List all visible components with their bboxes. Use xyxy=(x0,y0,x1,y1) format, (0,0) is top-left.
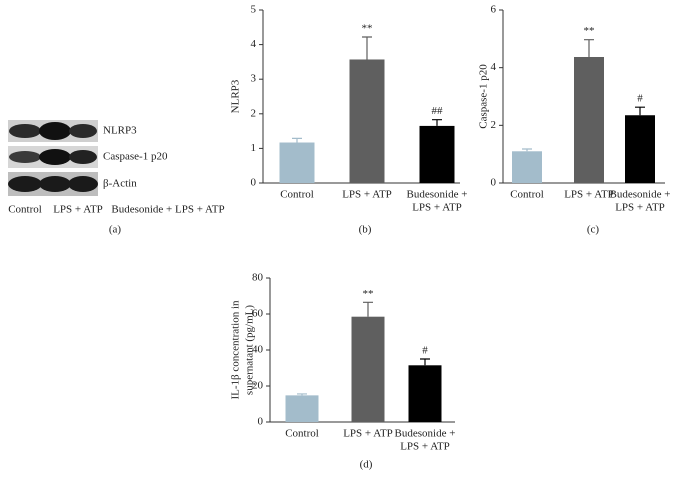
y-tick-label: 0 xyxy=(491,177,497,189)
y-tick-label: 3 xyxy=(251,73,257,85)
error-bar xyxy=(420,358,430,366)
error-bar xyxy=(297,393,307,396)
bar xyxy=(285,395,319,422)
panel-caption: (b) xyxy=(359,224,372,236)
error-bar xyxy=(362,36,372,60)
blot-row-label: NLRP3 xyxy=(103,125,137,137)
x-tick-label: Control xyxy=(285,428,319,440)
blot-band xyxy=(69,124,97,138)
y-tick-label: 1 xyxy=(251,142,257,154)
panel-caption: (d) xyxy=(360,459,373,471)
x-tick-label: LPS + ATP xyxy=(400,441,450,453)
blot-band xyxy=(9,151,41,163)
x-tick-label: LPS + ATP xyxy=(412,202,462,214)
x-tick-label: Control xyxy=(510,189,544,201)
blot-band xyxy=(8,176,42,192)
blot-band xyxy=(39,149,71,165)
error-bar xyxy=(584,39,594,57)
y-axis-label: IL-1β concentration in xyxy=(230,300,242,400)
significance-label: # xyxy=(637,93,643,105)
y-tick-label: 2 xyxy=(491,119,497,131)
y-axis-label: Caspase-1 p20 xyxy=(478,64,490,129)
y-tick-label: 4 xyxy=(251,38,257,50)
error-bar xyxy=(432,119,442,126)
significance-label: ## xyxy=(432,105,444,117)
blot-band xyxy=(39,122,71,140)
y-tick-label: 40 xyxy=(252,344,264,356)
bar xyxy=(349,59,385,184)
error-bar xyxy=(292,137,302,143)
bar xyxy=(279,142,315,183)
bar xyxy=(512,151,542,183)
significance-label: # xyxy=(422,345,428,357)
y-tick-label: 60 xyxy=(252,308,264,320)
y-tick-label: 80 xyxy=(252,272,264,284)
bar xyxy=(351,316,385,422)
x-tick-label: LPS + ATP xyxy=(564,189,614,201)
blot-band xyxy=(68,176,98,192)
y-tick-label: 5 xyxy=(251,4,257,16)
blot-band xyxy=(9,124,41,138)
bar xyxy=(408,365,442,422)
x-tick-label: Budesonide + xyxy=(407,189,468,201)
y-tick-label: 6 xyxy=(491,4,497,16)
blot-band xyxy=(39,176,71,192)
panel-caption: (c) xyxy=(587,224,600,236)
blot-row-label: Caspase-1 p20 xyxy=(103,151,168,163)
blot-lane-label: LPS + ATP xyxy=(53,204,103,216)
x-tick-label: LPS + ATP xyxy=(342,189,392,201)
bar xyxy=(574,56,604,183)
bar xyxy=(419,125,455,183)
significance-label: ** xyxy=(362,23,373,35)
error-bar xyxy=(363,301,373,317)
significance-label: ** xyxy=(584,25,595,37)
x-tick-label: Budesonide + xyxy=(610,189,671,201)
x-tick-label: LPS + ATP xyxy=(343,428,393,440)
x-tick-label: Control xyxy=(280,189,314,201)
x-tick-label: LPS + ATP xyxy=(615,202,665,214)
blot-band xyxy=(69,150,97,164)
x-tick-label: Budesonide + xyxy=(395,428,456,440)
western-blot: NLRP3 Caspase-1 p20 β-Actin Control LPS … xyxy=(8,120,225,236)
error-bar xyxy=(635,106,645,116)
y-tick-label: 20 xyxy=(252,380,264,392)
blot-lane-label: Budesonide + LPS + ATP xyxy=(111,204,224,216)
y-axis-label: NLRP3 xyxy=(230,79,242,113)
blot-row-label: β-Actin xyxy=(103,178,137,190)
bar xyxy=(625,115,655,183)
significance-label: ** xyxy=(363,288,374,300)
blot-lane-label: Control xyxy=(8,204,42,216)
y-tick-label: 4 xyxy=(491,61,497,73)
error-bar xyxy=(522,148,532,152)
y-tick-label: 0 xyxy=(258,416,264,428)
panel-caption: (a) xyxy=(109,224,122,236)
y-tick-label: 0 xyxy=(251,177,257,189)
y-axis-label: supernatant (pg/mL) xyxy=(244,305,256,395)
y-tick-label: 2 xyxy=(251,107,257,119)
